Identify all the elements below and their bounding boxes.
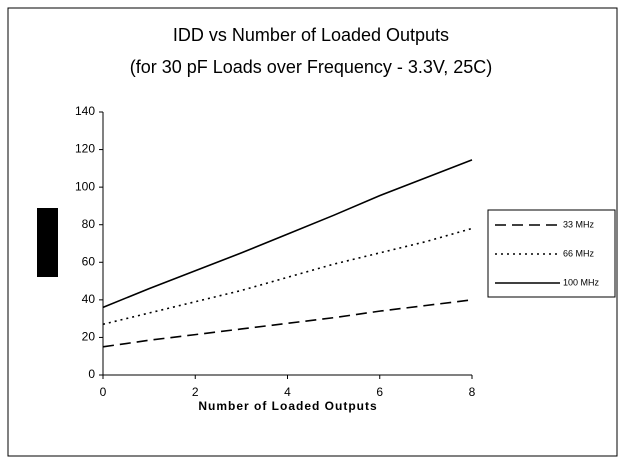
x-tick-label: 6: [376, 385, 383, 399]
chart-title: IDD vs Number of Loaded Outputs: [173, 25, 449, 45]
y-tick-label: 40: [82, 292, 96, 306]
legend-label: 33 MHz: [563, 219, 595, 229]
x-tick-label: 8: [469, 385, 476, 399]
redacted-y-label: [37, 208, 58, 277]
y-tick-label: 80: [82, 217, 96, 231]
y-tick-label: 140: [75, 104, 95, 118]
y-tick-label: 100: [75, 179, 95, 193]
y-tick-label: 0: [88, 367, 95, 381]
legend-label: 66 MHz: [563, 248, 595, 258]
chart-subtitle: (for 30 pF Loads over Frequency - 3.3V, …: [130, 57, 493, 77]
y-tick-label: 120: [75, 142, 95, 156]
y-tick-label: 60: [82, 254, 96, 268]
x-tick-label: 4: [284, 385, 291, 399]
x-tick-label: 0: [100, 385, 107, 399]
y-tick-label: 20: [82, 330, 96, 344]
series-line: [102, 299, 473, 348]
series-line: [102, 159, 473, 309]
x-axis-label: Number of Loaded Outputs: [198, 399, 377, 413]
legend-label: 100 MHz: [563, 277, 600, 287]
x-tick-label: 2: [192, 385, 199, 399]
